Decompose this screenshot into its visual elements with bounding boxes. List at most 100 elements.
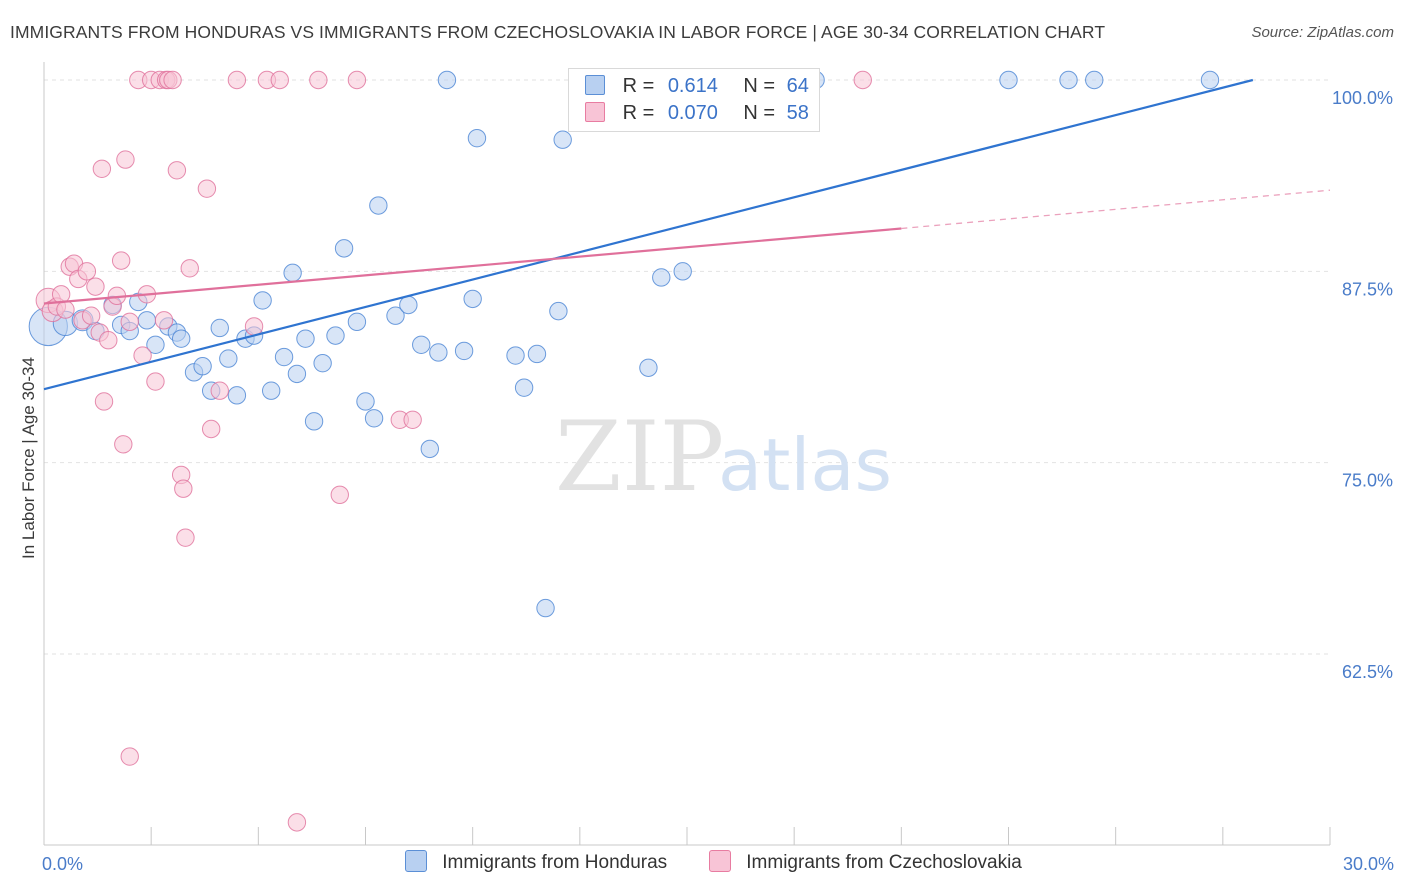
honduras-point[interactable] — [326, 326, 345, 345]
y-tick-label: 62.5% — [1342, 662, 1393, 682]
czechoslovakia-point[interactable] — [167, 161, 187, 180]
chart-source: Source: ZipAtlas.com — [1251, 24, 1394, 41]
honduras-point[interactable] — [283, 263, 302, 283]
honduras-point[interactable] — [412, 335, 431, 355]
czechoslovakia-point[interactable] — [197, 179, 217, 198]
legend-r-label: R = — [622, 75, 655, 97]
watermark-zip: ZIP — [555, 401, 724, 513]
honduras-point[interactable] — [304, 412, 324, 431]
czechoslovakia-point[interactable] — [163, 70, 182, 90]
honduras-point[interactable] — [369, 196, 388, 215]
honduras-point[interactable] — [420, 439, 439, 459]
czechoslovakia-point[interactable] — [99, 331, 118, 350]
series-legend-czechoslovakia[interactable]: Immigrants from Czechoslovakia — [709, 850, 1022, 874]
honduras-point[interactable] — [219, 349, 238, 368]
honduras-point[interactable] — [261, 381, 281, 400]
czechoslovakia-point[interactable] — [81, 306, 101, 325]
czechoslovakia-point[interactable] — [174, 479, 193, 498]
czechoslovakia-point[interactable] — [176, 528, 195, 547]
honduras-point[interactable] — [673, 262, 692, 281]
czechoslovakia-point[interactable] — [330, 485, 349, 505]
honduras-point[interactable] — [652, 268, 671, 287]
czechoslovakia-point[interactable] — [201, 419, 221, 439]
czechoslovakia-point[interactable] — [86, 277, 105, 296]
czechoslovakia-point[interactable] — [111, 251, 131, 270]
czechoslovakia-point[interactable] — [227, 70, 247, 90]
honduras-point[interactable] — [356, 392, 375, 411]
legend-r-label: R = — [622, 102, 655, 124]
legend-r-value-czechoslovakia: 0.070 — [667, 102, 718, 124]
honduras-point[interactable] — [210, 318, 229, 338]
honduras-point[interactable] — [296, 329, 315, 348]
honduras-point[interactable] — [386, 306, 405, 325]
czechoslovakia-point[interactable] — [154, 311, 174, 330]
czechoslovakia-point[interactable] — [94, 392, 114, 411]
honduras-point[interactable] — [1200, 70, 1220, 90]
czechoslovakia-point[interactable] — [180, 259, 199, 278]
honduras-point[interactable] — [146, 335, 165, 355]
czechoslovakia-point[interactable] — [244, 317, 264, 336]
honduras-point[interactable] — [313, 353, 332, 373]
honduras-point[interactable] — [999, 70, 1018, 90]
honduras-point[interactable] — [429, 343, 448, 362]
czechoslovakia-point[interactable] — [403, 410, 422, 430]
legend-swatch-czechoslovakia — [585, 102, 605, 122]
czechoslovakia-point[interactable] — [309, 70, 328, 90]
honduras-point[interactable] — [287, 364, 307, 384]
czechoslovakia-point[interactable] — [120, 747, 139, 766]
honduras-point[interactable] — [274, 347, 294, 367]
honduras-point[interactable] — [364, 409, 384, 428]
czechoslovakia-point[interactable] — [853, 70, 872, 90]
honduras-point[interactable] — [506, 346, 525, 365]
honduras-point[interactable] — [549, 301, 568, 321]
grid-lines — [44, 79, 1330, 655]
czechoslovakia-point[interactable] — [114, 435, 133, 454]
czechoslovakia-point[interactable] — [92, 159, 112, 178]
series-legend-honduras[interactable]: Immigrants from Honduras — [405, 850, 667, 874]
y-tick-label: 100.0% — [1332, 88, 1393, 108]
series-czechoslovakia-points — [35, 70, 872, 832]
czechoslovakia-point[interactable] — [347, 70, 367, 90]
legend-n-label: N = — [743, 102, 776, 124]
honduras-point[interactable] — [527, 344, 547, 364]
honduras-point[interactable] — [227, 386, 247, 405]
czechoslovakia-point[interactable] — [116, 150, 135, 169]
honduras-point[interactable] — [1059, 70, 1078, 90]
y-tick-label: 87.5% — [1342, 279, 1393, 299]
honduras-point[interactable] — [1085, 70, 1104, 90]
honduras-point[interactable] — [334, 239, 354, 258]
legend-r-value-honduras: 0.614 — [667, 75, 718, 97]
czechoslovakia-point[interactable] — [270, 70, 289, 90]
watermark: ZIP atlas — [555, 401, 892, 513]
legend-n-value-honduras: 64 — [786, 75, 809, 97]
honduras-point[interactable] — [253, 291, 272, 310]
honduras-point[interactable] — [171, 329, 191, 348]
honduras-point[interactable] — [536, 598, 555, 618]
honduras-point[interactable] — [399, 295, 418, 315]
czechoslovakia-point[interactable] — [56, 300, 75, 319]
honduras-point[interactable] — [639, 358, 658, 377]
czechoslovakia-point[interactable] — [77, 262, 97, 281]
czechoslovakia-point[interactable] — [146, 372, 165, 391]
honduras-point[interactable] — [467, 128, 487, 148]
chart-title: IMMIGRANTS FROM HONDURAS VS IMMIGRANTS F… — [10, 22, 1106, 42]
honduras-point[interactable] — [514, 378, 534, 397]
czechoslovakia-point[interactable] — [210, 381, 229, 400]
legend-swatch-honduras — [585, 75, 605, 95]
honduras-point[interactable] — [463, 289, 482, 309]
honduras-point[interactable] — [347, 312, 367, 332]
honduras-point[interactable] — [437, 70, 457, 90]
legend-row-honduras: R = 0.614 N = 64 — [585, 75, 809, 103]
czechoslovakia-point[interactable] — [287, 813, 307, 832]
czechoslovakia-trend-line — [43, 227, 902, 305]
legend-n-value-czechoslovakia: 58 — [786, 102, 809, 124]
honduras-point[interactable] — [193, 357, 212, 376]
czechoslovakia-point[interactable] — [120, 312, 139, 332]
honduras-point[interactable] — [137, 311, 157, 330]
correlation-legend: R = 0.614 N = 64 R = 0.070 N = 58 — [568, 68, 820, 132]
honduras-point[interactable] — [553, 130, 572, 149]
legend-n-label: N = — [743, 75, 776, 97]
honduras-point[interactable] — [454, 341, 474, 361]
honduras-trend-line — [43, 78, 1254, 391]
